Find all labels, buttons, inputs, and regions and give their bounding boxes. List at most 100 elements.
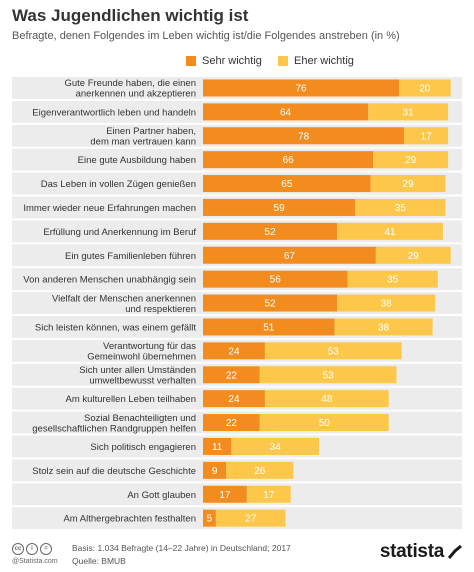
bar-eher-wichtig xyxy=(246,485,291,503)
data-label-sehr-wichtig: 24 xyxy=(228,346,240,357)
bar-sehr-wichtig xyxy=(203,79,400,97)
stacked-bar-chart: Gute Freunde haben, die einenanerkennen … xyxy=(12,77,462,530)
statista-url: @Statista.com xyxy=(12,558,58,565)
bar-eher-wichtig xyxy=(226,461,294,479)
bar-sehr-wichtig xyxy=(203,461,227,479)
statista-logo[interactable]: statista xyxy=(380,541,462,563)
data-label-sehr-wichtig: 66 xyxy=(283,155,295,166)
data-label-eher-wichtig: 17 xyxy=(421,131,433,142)
bar-sehr-wichtig xyxy=(203,366,260,384)
attribution-icon: i xyxy=(26,543,38,555)
legend-item-eher-wichtig: Eher wichtig xyxy=(278,55,354,67)
bar-sehr-wichtig xyxy=(203,390,265,408)
bar-eher-wichtig xyxy=(399,79,451,97)
bar-eher-wichtig xyxy=(347,270,438,288)
legend: Sehr wichtig Eher wichtig xyxy=(0,55,474,69)
bar-sehr-wichtig xyxy=(203,103,369,121)
data-label-eher-wichtig: 31 xyxy=(403,107,415,118)
data-label-eher-wichtig: 53 xyxy=(323,370,335,381)
bar-sehr-wichtig xyxy=(203,270,348,288)
source-block: Basis: 1.034 Befragte (14–22 Jahre) in D… xyxy=(72,542,291,568)
category-label: Sozial Benachteiligten und xyxy=(84,413,196,424)
source-quelle: Quelle: BMUB xyxy=(72,556,126,566)
data-label-sehr-wichtig: 5 xyxy=(207,514,213,525)
legend-swatch-eher-wichtig xyxy=(278,56,288,66)
no-derivatives-icon: = xyxy=(40,543,52,555)
bar-sehr-wichtig xyxy=(203,175,371,193)
data-label-sehr-wichtig: 22 xyxy=(226,370,238,381)
category-label: Vielfalt der Menschen anerkennen xyxy=(52,293,196,304)
data-label-sehr-wichtig: 59 xyxy=(274,203,286,214)
bar-sehr-wichtig xyxy=(203,485,247,503)
category-label: An Gott glauben xyxy=(127,490,196,501)
category-label: Von anderen Menschen unabhängig sein xyxy=(23,275,196,286)
category-label: anerkennen und akzeptieren xyxy=(76,89,196,100)
category-label: Verantwortung für das xyxy=(103,341,196,352)
data-label-eher-wichtig: 38 xyxy=(378,322,390,333)
bar-sehr-wichtig xyxy=(203,246,376,264)
data-label-eher-wichtig: 41 xyxy=(384,227,396,238)
data-label-eher-wichtig: 48 xyxy=(321,394,333,405)
data-label-eher-wichtig: 53 xyxy=(328,346,340,357)
category-label: Eigenverantwortlich leben und handeln xyxy=(32,107,196,118)
data-label-sehr-wichtig: 64 xyxy=(280,107,292,118)
bar-eher-wichtig xyxy=(259,414,389,432)
chart-subtitle: Befragte, denen Folgendes im Leben wicht… xyxy=(12,30,400,42)
category-label: Sich unter allen Umständen xyxy=(79,365,196,376)
data-label-eher-wichtig: 29 xyxy=(403,179,415,190)
bar-eher-wichtig xyxy=(215,509,286,527)
bar-sehr-wichtig xyxy=(203,198,356,216)
bar-eher-wichtig xyxy=(264,342,402,360)
category-label: Sich politisch engagieren xyxy=(90,442,196,453)
category-label: Am kulturellen Leben teilhaben xyxy=(66,394,196,405)
data-label-sehr-wichtig: 56 xyxy=(270,275,282,286)
bar-sehr-wichtig xyxy=(203,342,265,360)
data-label-sehr-wichtig: 67 xyxy=(284,251,296,262)
category-label: Gemeinwohl übernehmen xyxy=(87,352,196,363)
legend-label-eher-wichtig: Eher wichtig xyxy=(294,55,354,67)
legend-swatch-sehr-wichtig xyxy=(186,56,196,66)
category-label: Das Leben in vollen Zügen genießen xyxy=(41,179,196,190)
data-label-eher-wichtig: 27 xyxy=(245,514,257,525)
statista-wordmark: statista xyxy=(379,541,444,562)
data-label-sehr-wichtig: 52 xyxy=(265,227,277,238)
bar-sehr-wichtig xyxy=(203,151,374,169)
bar-sehr-wichtig xyxy=(203,437,232,455)
legend-item-sehr-wichtig: Sehr wichtig xyxy=(186,55,262,67)
data-label-sehr-wichtig: 11 xyxy=(212,442,223,453)
bar-eher-wichtig xyxy=(337,222,443,240)
footer: cc i = @Statista.com Basis: 1.034 Befrag… xyxy=(0,534,474,572)
category-label: dem man vertrauen kann xyxy=(90,137,196,148)
bar-eher-wichtig xyxy=(355,198,446,216)
bar-sehr-wichtig xyxy=(203,127,405,145)
bar-eher-wichtig xyxy=(259,366,397,384)
data-label-sehr-wichtig: 22 xyxy=(226,418,238,429)
legend-label-sehr-wichtig: Sehr wichtig xyxy=(202,55,262,67)
data-label-sehr-wichtig: 9 xyxy=(212,466,218,477)
data-label-eher-wichtig: 26 xyxy=(254,466,266,477)
statista-logo-icon xyxy=(448,545,462,559)
category-label: Erfüllung und Anerkennung im Beruf xyxy=(43,227,196,238)
data-label-eher-wichtig: 35 xyxy=(387,275,399,286)
data-label-sehr-wichtig: 51 xyxy=(263,322,275,333)
category-label: Stolz sein auf die deutsche Geschichte xyxy=(32,466,196,477)
bar-eher-wichtig xyxy=(337,294,436,312)
cc-icon: cc xyxy=(12,543,24,555)
data-label-eher-wichtig: 20 xyxy=(419,83,431,94)
data-label-eher-wichtig: 29 xyxy=(405,155,417,166)
category-label: und respektieren xyxy=(125,304,196,315)
bar-eher-wichtig xyxy=(404,127,449,145)
data-label-eher-wichtig: 29 xyxy=(408,251,420,262)
data-label-eher-wichtig: 38 xyxy=(381,299,393,310)
bar-sehr-wichtig xyxy=(203,509,216,527)
chart-title: Was Jugendlichen wichtig ist xyxy=(12,6,249,25)
data-label-sehr-wichtig: 24 xyxy=(228,394,240,405)
bar-eher-wichtig xyxy=(373,151,449,169)
source-basis: Basis: 1.034 Befragte (14–22 Jahre) in D… xyxy=(72,543,291,553)
bar-eher-wichtig xyxy=(375,246,451,264)
bar-sehr-wichtig xyxy=(203,222,338,240)
category-label: Gute Freunde haben, die einen xyxy=(64,78,196,89)
bar-sehr-wichtig xyxy=(203,414,260,432)
data-label-eher-wichtig: 35 xyxy=(395,203,407,214)
bar-sehr-wichtig xyxy=(203,318,335,336)
